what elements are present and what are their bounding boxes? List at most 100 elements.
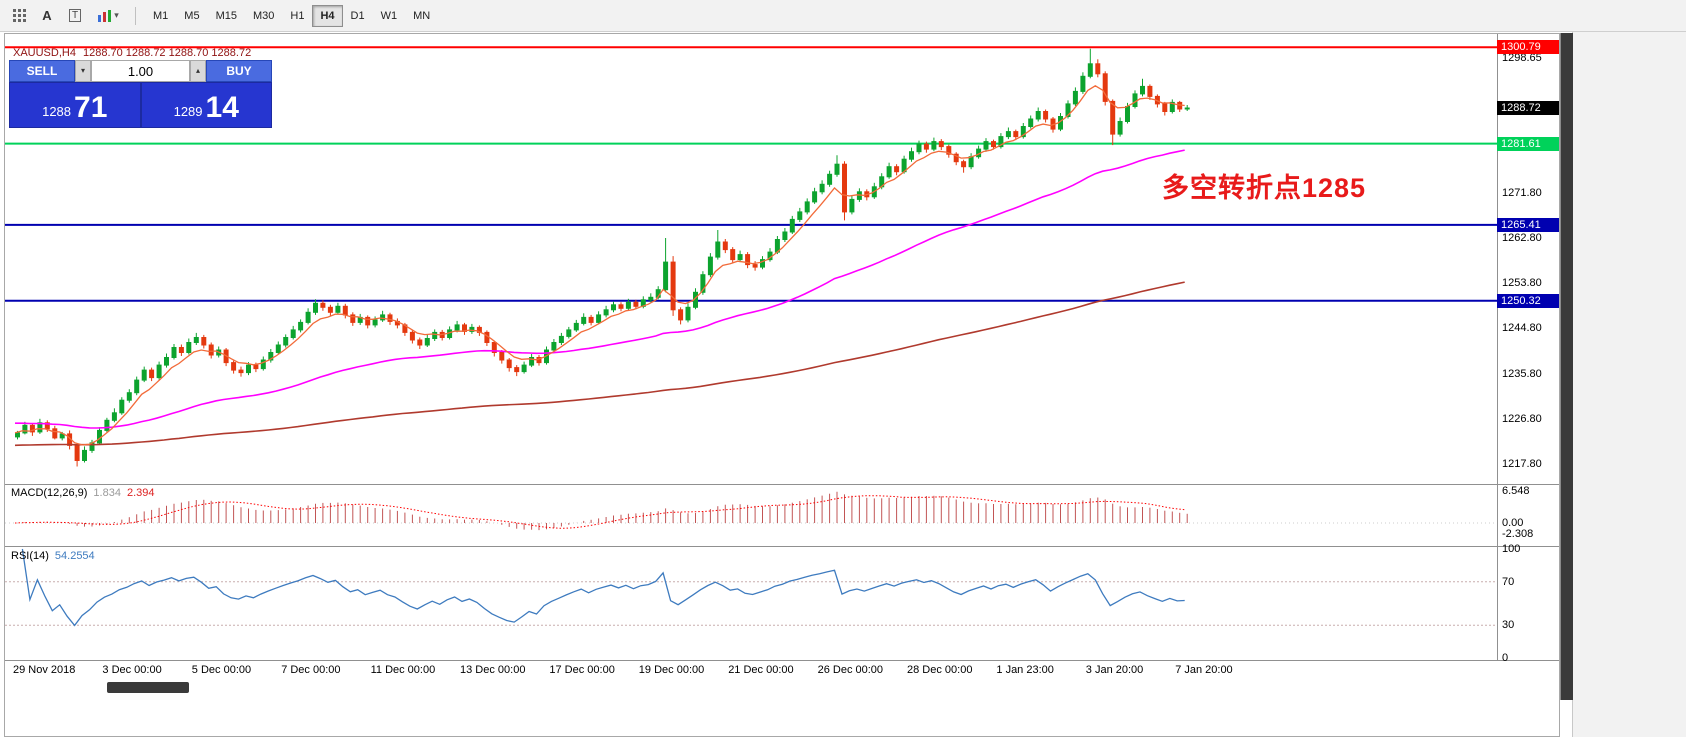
toolbar-separator — [135, 6, 136, 25]
text-tool-icon: T — [68, 9, 82, 22]
chevron-down-icon: ▾ — [114, 10, 119, 20]
horizontal-scrollbar-thumb[interactable] — [107, 682, 189, 693]
time-axis-label: 29 Nov 2018 — [13, 664, 76, 676]
time-axis-label: 7 Jan 20:00 — [1175, 664, 1233, 676]
timeframe-group: M1 M5 M15 M30 H1 H4 D1 W1 MN — [145, 4, 438, 27]
macd-label: MACD(12,26,9) 1.834 2.394 — [11, 487, 160, 499]
price-line-badge: 1250.32 — [1497, 293, 1559, 308]
time-axis-label: 3 Dec 00:00 — [102, 664, 162, 676]
time-axis-label: 13 Dec 00:00 — [460, 664, 526, 676]
time-axis-label: 7 Dec 00:00 — [281, 664, 341, 676]
indicators-button[interactable]: ▾ — [90, 4, 126, 28]
timeframe-button-h1[interactable]: H1 — [282, 5, 312, 27]
price-axis: 1298.65 1271.80 1262.80 1253.80 1244.80 1235.… — [1497, 34, 1559, 679]
price-line-badge: 1300.79 — [1497, 40, 1559, 55]
one-click-trading-panel: SELL ▾ ▴ BUY 1288 71 1289 14 — [9, 60, 272, 128]
timeframe-button-w1[interactable]: W1 — [373, 5, 406, 27]
rsi-axis-label: 0 — [1502, 652, 1509, 664]
text-tool-button[interactable]: T — [62, 4, 88, 28]
panel-divider — [5, 484, 1559, 485]
rsi-axis-label: 100 — [1502, 543, 1521, 555]
panel-divider — [5, 660, 1559, 661]
buy-price-pips: 14 — [205, 91, 239, 124]
time-axis: 29 Nov 2018 3 Dec 00:00 5 Dec 00:00 7 Dec 0… — [5, 660, 1497, 680]
price-axis-tick: 1244.80 — [1502, 322, 1542, 335]
timeframe-button-m30[interactable]: M30 — [245, 5, 282, 27]
sell-price-pips: 71 — [74, 91, 108, 124]
volume-input[interactable] — [91, 60, 190, 82]
slow-ma-line — [14, 281, 1185, 447]
macd-signal-value: 2.394 — [126, 487, 155, 499]
buy-button[interactable]: BUY — [206, 60, 272, 82]
price-axis-divider — [1497, 34, 1498, 660]
rsi-name: RSI(14) — [11, 550, 49, 562]
rsi-value: 54.2554 — [54, 550, 95, 562]
price-axis-tick: 1235.80 — [1502, 367, 1542, 380]
sell-price-main: 1288 — [42, 104, 72, 119]
fast-ma-line — [14, 85, 1185, 446]
price-axis-tick: 1262.80 — [1502, 232, 1542, 244]
chart-annotation: 多空转折点1285 — [1162, 173, 1367, 203]
timeframe-button-m5[interactable]: M5 — [176, 5, 207, 27]
price-axis-tick: 1253.80 — [1502, 277, 1542, 290]
trade-panel-controls: SELL ▾ ▴ BUY — [9, 60, 272, 82]
time-axis-label: 17 Dec 00:00 — [549, 664, 615, 676]
rsi-indicator-panel — [5, 548, 1497, 627]
time-axis-label: 1 Jan 23:00 — [996, 664, 1054, 676]
time-axis-label: 11 Dec 00:00 — [370, 664, 436, 676]
symbol-text: XAUUSD,H4 — [13, 47, 76, 59]
vertical-scrollbar[interactable] — [1560, 33, 1573, 700]
triangle-up-icon: ▴ — [195, 66, 200, 75]
sell-button[interactable]: SELL — [9, 60, 75, 82]
time-axis-label: 5 Dec 00:00 — [191, 664, 252, 676]
cursor-tool-button[interactable]: A — [34, 4, 60, 28]
macd-main-value: 1.834 — [93, 487, 121, 499]
sell-price-display[interactable]: 1288 71 — [9, 82, 141, 128]
macd-axis-label: -2.308 — [1502, 528, 1534, 541]
price-axis-tick: 1217.80 — [1502, 458, 1542, 470]
toolbar: A T ▾ M1 M5 M15 M30 H1 H4 D1 W1 MN — [0, 0, 1686, 32]
buy-price-display[interactable]: 1289 14 — [140, 82, 272, 128]
volume-decrease-button[interactable]: ▾ — [75, 60, 91, 82]
horizontal-scrollbar[interactable] — [5, 682, 1497, 694]
macd-indicator-panel — [5, 491, 1497, 531]
triangle-down-icon: ▾ — [80, 66, 85, 75]
buy-price-main: 1289 — [173, 104, 203, 119]
indicators-icon — [98, 10, 112, 22]
candlestick-series — [15, 48, 1190, 467]
rsi-axis-label: 30 — [1502, 619, 1515, 632]
timeframe-button-mn[interactable]: MN — [405, 5, 438, 27]
ohlc-text: 1288.70 1288.72 1288.70 1288.72 — [82, 47, 252, 59]
price-axis-tick: 1298.65 — [1502, 52, 1542, 64]
time-axis-label: 28 Dec 00:00 — [907, 664, 973, 676]
macd-name: MACD(12,26,9) — [11, 487, 88, 499]
window-side-area — [1572, 32, 1686, 737]
rsi-line — [21, 548, 1185, 627]
price-line-badge: 1281.61 — [1497, 136, 1559, 151]
time-axis-label: 21 Dec 00:00 — [728, 664, 794, 676]
timeframe-button-m1[interactable]: M1 — [145, 5, 176, 27]
time-axis-label: 3 Jan 20:00 — [1085, 664, 1144, 676]
volume-increase-button[interactable]: ▴ — [190, 60, 206, 82]
cursor-tool-icon: A — [42, 8, 52, 23]
rsi-axis-label: 70 — [1502, 575, 1515, 588]
grid-icon — [12, 9, 26, 22]
chart-symbol-label: XAUUSD,H4 1288.70 1288.72 1288.70 1288.72 — [13, 47, 258, 59]
panel-divider — [5, 546, 1559, 547]
current-price-badge: 1288.72 — [1497, 100, 1559, 115]
grid-tool-button[interactable] — [6, 4, 32, 28]
time-axis-label: 26 Dec 00:00 — [817, 664, 884, 676]
price-line-badge: 1265.41 — [1497, 217, 1559, 232]
price-chart — [5, 46, 1497, 467]
macd-axis-label: 0.00 — [1502, 517, 1524, 529]
trade-panel-prices: 1288 71 1289 14 — [9, 82, 272, 128]
price-axis-tick: 1271.80 — [1502, 186, 1542, 199]
medium-ma-line — [15, 149, 1185, 429]
time-axis-label: 19 Dec 00:00 — [638, 664, 705, 676]
timeframe-button-h4[interactable]: H4 — [312, 4, 343, 27]
timeframe-button-d1[interactable]: D1 — [343, 5, 373, 27]
macd-axis-label: 6.548 — [1502, 484, 1530, 497]
timeframe-button-m15[interactable]: M15 — [208, 5, 245, 27]
price-axis-tick: 1226.80 — [1502, 412, 1542, 425]
